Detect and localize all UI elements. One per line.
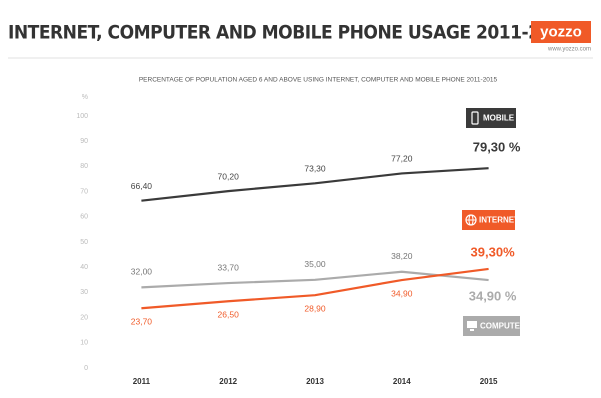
data-label: 66,40 [131,181,153,191]
chart-title: INTERNET, COMPUTER AND MOBILE PHONE USAG… [8,22,574,44]
legend-badge: MOBILE [466,108,516,128]
icon-stand [470,329,474,331]
y-tick-label: 20 [80,314,88,321]
data-label: 28,90 [304,303,326,313]
series-line [141,270,489,289]
series-line [141,267,489,310]
x-tick-label: 2015 [480,377,498,386]
y-tick-label: 80 [80,163,88,170]
logo: yozzo [540,23,582,40]
logo-box [531,21,591,43]
data-label: 26,50 [218,309,240,319]
legend-badge: INTERNET [462,210,519,230]
data-label: 77,20 [391,154,413,164]
legend-badge: COMPUTER [463,316,526,336]
data-label: 39,30% [471,244,516,259]
badge-box [462,210,515,230]
x-tick-label: 2012 [219,377,237,386]
website: www.yozzo.com [547,47,591,53]
data-label: 32,00 [131,267,153,277]
icon-globe-mer [468,214,474,226]
icon-monitor [467,321,477,328]
y-tick-label: 60 [80,214,88,221]
x-tick-label: 2011 [133,377,151,386]
data-label: 73,30 [304,164,326,174]
data-label: 79,30 % [473,140,521,155]
y-tick-label: 100 [76,113,88,120]
data-label: 23,70 [131,317,153,327]
legend-label: MOBILE [483,114,515,123]
data-label: 35,00 [304,259,326,269]
series-line [141,167,489,202]
y-tick-label: 30 [80,289,88,296]
legend-label: COMPUTER [480,322,526,331]
y-axis-label: % [82,94,88,101]
icon-phone [471,111,479,125]
data-label: 33,70 [218,262,240,272]
y-tick-label: 0 [84,365,88,372]
x-tick-label: 2014 [393,377,411,386]
badge-box [463,316,520,336]
subtitle: PERCENTAGE OF POPULATION AGED 6 AND ABOV… [139,77,498,84]
y-tick-label: 90 [80,138,88,145]
data-label: 34,90 [391,288,413,298]
data-label: 70,20 [218,171,240,181]
y-tick-label: 40 [80,264,88,271]
y-tick-label: 50 [80,239,88,246]
legend-label: INTERNET [479,216,519,225]
y-tick-label: 70 [80,188,88,195]
y-tick-label: 10 [80,340,88,347]
x-tick-label: 2013 [306,377,324,386]
data-label: 34,90 % [469,288,517,303]
data-label: 38,20 [391,251,413,261]
